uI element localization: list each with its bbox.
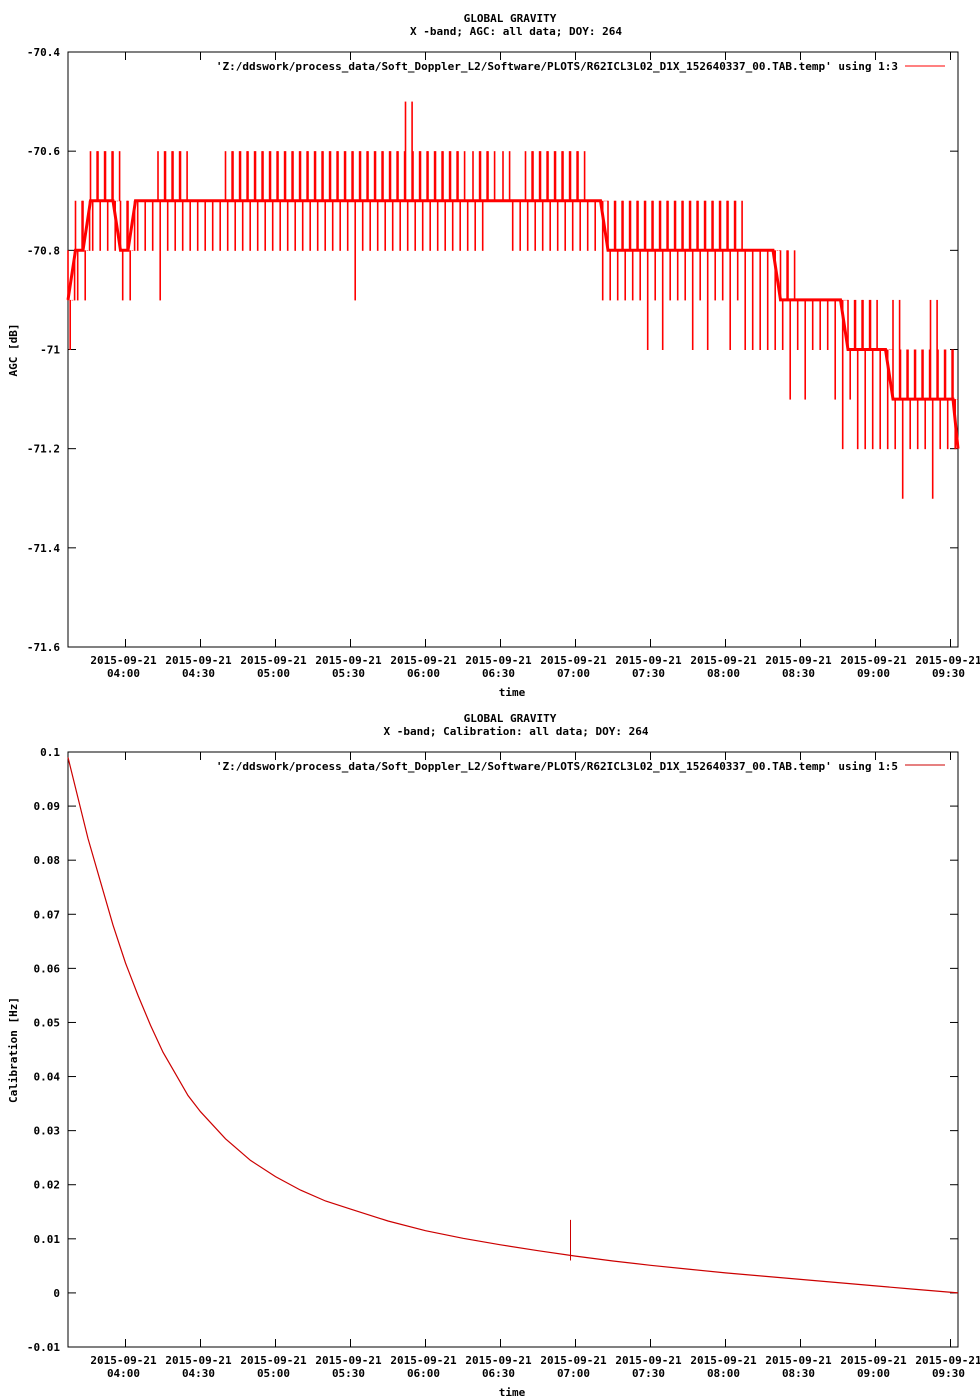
x-tick-date-label: 2015-09-21 — [615, 654, 682, 667]
x-tick-time-label: 07:30 — [632, 1367, 665, 1380]
x-tick-date-label: 2015-09-21 — [390, 1354, 457, 1367]
x-tick-date-label: 2015-09-21 — [690, 654, 757, 667]
x-tick-time-label: 08:30 — [782, 1367, 815, 1380]
y-tick-label: -0.01 — [27, 1341, 60, 1354]
x-tick-time-label: 05:00 — [257, 1367, 290, 1380]
x-tick-date-label: 2015-09-21 — [765, 1354, 832, 1367]
y-tick-label: 0.1 — [40, 746, 60, 759]
x-tick-time-label: 06:00 — [407, 667, 440, 680]
legend-label: 'Z:/ddswork/process_data/Soft_Doppler_L2… — [216, 60, 898, 73]
x-axis-label: time — [499, 686, 526, 699]
x-tick-date-label: 2015-09-21 — [390, 654, 457, 667]
y-tick-label: 0.01 — [34, 1233, 61, 1246]
x-tick-time-label: 05:30 — [332, 1367, 365, 1380]
legend-label: 'Z:/ddswork/process_data/Soft_Doppler_L2… — [216, 760, 898, 773]
y-axis-label: Calibration [Hz] — [7, 997, 20, 1103]
x-tick-date-label: 2015-09-21 — [240, 654, 307, 667]
y-tick-label: 0.06 — [34, 962, 61, 975]
series-line — [67, 757, 959, 1294]
y-tick-label: -70.8 — [27, 244, 60, 257]
x-tick-date-label: 2015-09-21 — [465, 1354, 532, 1367]
y-tick-label: -71.2 — [27, 443, 60, 456]
y-tick-label: -70.4 — [27, 46, 60, 59]
chart-title: GLOBAL GRAVITY — [464, 12, 557, 25]
x-tick-date-label: 2015-09-21 — [90, 654, 157, 667]
x-tick-time-label: 06:30 — [482, 1367, 515, 1380]
series-line — [66, 199, 960, 449]
x-tick-date-label: 2015-09-21 — [315, 654, 382, 667]
x-tick-time-label: 09:00 — [857, 667, 890, 680]
x-tick-time-label: 04:30 — [182, 667, 215, 680]
y-axis-label: AGC [dB] — [7, 324, 20, 377]
x-tick-time-label: 06:00 — [407, 1367, 440, 1380]
x-tick-date-label: 2015-09-21 — [315, 1354, 382, 1367]
x-tick-time-label: 08:00 — [707, 667, 740, 680]
x-tick-date-label: 2015-09-21 — [540, 654, 607, 667]
x-tick-time-label: 06:30 — [482, 667, 515, 680]
x-tick-date-label: 2015-09-21 — [540, 1354, 607, 1367]
chart-subtitle: X -band; Calibration: all data; DOY: 264 — [384, 725, 649, 738]
y-tick-label: 0.05 — [34, 1016, 61, 1029]
y-tick-label: 0.04 — [34, 1071, 61, 1084]
x-tick-date-label: 2015-09-21 — [615, 1354, 682, 1367]
plot-frame — [67, 751, 959, 1348]
x-tick-date-label: 2015-09-21 — [840, 654, 907, 667]
x-tick-date-label: 2015-09-21 — [915, 654, 980, 667]
x-tick-time-label: 07:00 — [557, 667, 590, 680]
x-tick-date-label: 2015-09-21 — [840, 1354, 907, 1367]
y-tick-label: 0.09 — [34, 800, 61, 813]
y-tick-label: 0.02 — [34, 1179, 61, 1192]
x-tick-time-label: 05:00 — [257, 667, 290, 680]
y-tick-label: 0.03 — [34, 1125, 61, 1138]
x-tick-time-label: 09:30 — [932, 1367, 965, 1380]
y-tick-label: -71 — [40, 344, 60, 357]
x-tick-date-label: 2015-09-21 — [90, 1354, 157, 1367]
x-tick-time-label: 09:30 — [932, 667, 965, 680]
y-tick-label: 0 — [53, 1287, 60, 1300]
x-tick-date-label: 2015-09-21 — [465, 654, 532, 667]
y-tick-label: -71.6 — [27, 641, 60, 654]
chart-title: GLOBAL GRAVITY — [464, 712, 557, 725]
x-tick-time-label: 09:00 — [857, 1367, 890, 1380]
x-tick-date-label: 2015-09-21 — [165, 1354, 232, 1367]
x-axis-label: time — [499, 1386, 526, 1399]
y-tick-label: 0.07 — [34, 908, 61, 921]
y-tick-label: -70.6 — [27, 145, 60, 158]
y-tick-label: 0.08 — [34, 854, 61, 867]
x-tick-date-label: 2015-09-21 — [165, 654, 232, 667]
x-tick-time-label: 08:30 — [782, 667, 815, 680]
x-tick-time-label: 07:30 — [632, 667, 665, 680]
x-tick-time-label: 04:00 — [107, 1367, 140, 1380]
x-tick-time-label: 05:30 — [332, 667, 365, 680]
agc-chart: GLOBAL GRAVITY X -band; AGC: all data; D… — [7, 12, 980, 699]
x-tick-time-label: 08:00 — [707, 1367, 740, 1380]
calibration-chart: GLOBAL GRAVITY X -band; Calibration: all… — [7, 712, 980, 1399]
x-tick-time-label: 04:00 — [107, 667, 140, 680]
y-tick-label: -71.4 — [27, 542, 60, 555]
x-tick-date-label: 2015-09-21 — [765, 654, 832, 667]
x-tick-time-label: 04:30 — [182, 1367, 215, 1380]
x-tick-date-label: 2015-09-21 — [240, 1354, 307, 1367]
plot-frame — [67, 51, 959, 648]
x-tick-time-label: 07:00 — [557, 1367, 590, 1380]
chart-subtitle: X -band; AGC: all data; DOY: 264 — [410, 25, 622, 38]
x-tick-date-label: 2015-09-21 — [690, 1354, 757, 1367]
x-tick-date-label: 2015-09-21 — [915, 1354, 980, 1367]
